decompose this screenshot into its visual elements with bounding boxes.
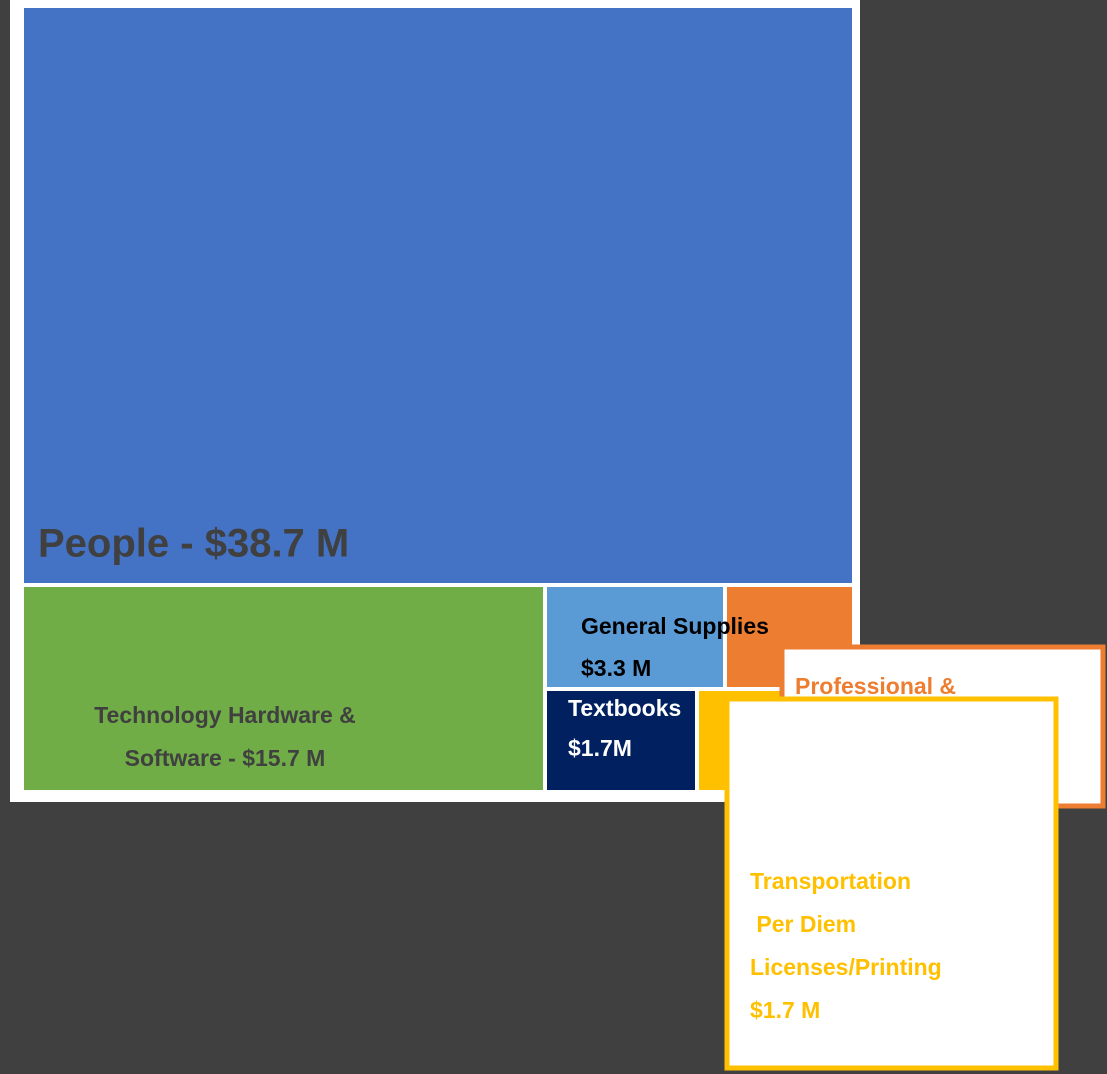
- tile: [24, 8, 852, 583]
- tile-label: People - $38.7 M: [38, 522, 349, 566]
- tile-label: Software - $15.7 M: [125, 745, 326, 771]
- tile-label: General Supplies: [581, 613, 769, 639]
- tile-label: Transportation: [750, 868, 911, 894]
- tile-label: Technology Hardware &: [94, 702, 356, 728]
- tile-label: $1.7 M: [750, 997, 820, 1023]
- callout-box: [724, 696, 1059, 1071]
- tile-label: Textbooks: [568, 695, 681, 721]
- tile: [24, 587, 543, 790]
- tile-label: $3.3 M: [581, 655, 651, 681]
- tile: [547, 587, 723, 687]
- tile-label: Professional &: [795, 673, 956, 699]
- tile-label: Per Diem: [750, 911, 856, 937]
- tile-label: $1.7M: [568, 735, 632, 761]
- tile: [547, 691, 695, 790]
- tile-label: Licenses/Printing: [750, 954, 942, 980]
